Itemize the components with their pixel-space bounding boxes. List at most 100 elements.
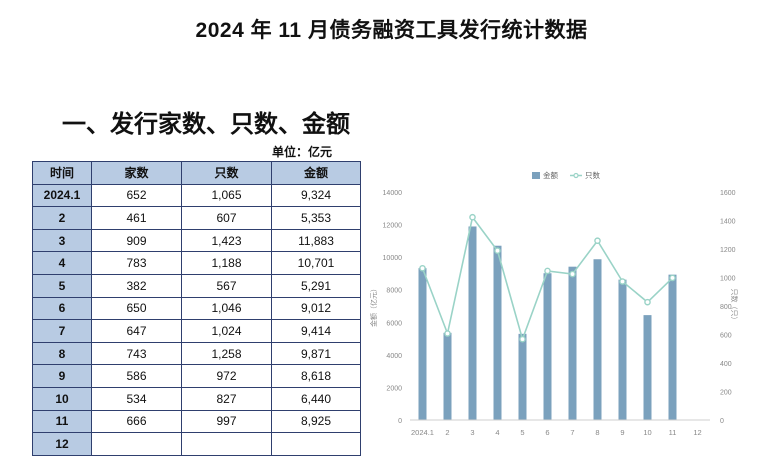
table-row: 2 461 607 5,353 <box>32 206 361 230</box>
cell-count: 1,188 <box>181 251 272 275</box>
cell-time: 6 <box>32 296 92 321</box>
cell-issuers: 666 <box>91 409 182 434</box>
cell-amount: 11,883 <box>271 228 361 253</box>
cell-count: 567 <box>181 273 272 298</box>
right-tick-label: 600 <box>720 333 732 340</box>
header-count: 只数 <box>181 161 272 185</box>
legend-line-label: 只数 <box>585 170 600 180</box>
x-tick-label: 12 <box>693 428 701 437</box>
cell-amount: 6,440 <box>271 386 361 411</box>
bar <box>518 333 527 420</box>
right-tick-label: 400 <box>720 361 732 368</box>
cell-count: 1,258 <box>181 341 272 366</box>
table-row: 12 <box>32 432 361 456</box>
cell-issuers: 909 <box>91 228 182 253</box>
right-axis: 0 200 400 600 800 1000 1200 1400 1600 只数（只） <box>720 190 739 425</box>
legend-line-marker <box>573 172 579 179</box>
cell-count: 1,065 <box>181 183 272 208</box>
line-series <box>419 213 676 343</box>
bar-series <box>418 226 677 420</box>
cell-count <box>181 432 272 456</box>
cell-issuers: 586 <box>91 364 182 388</box>
bar <box>618 279 627 420</box>
left-tick-label: 8000 <box>386 288 402 295</box>
bar <box>568 266 577 420</box>
line-point <box>494 247 501 255</box>
cell-time: 8 <box>32 341 92 366</box>
line-point <box>619 278 626 285</box>
x-tick-label: 11 <box>669 428 677 437</box>
section-title: 一、发行家数、只数、金额 <box>62 111 350 138</box>
cell-count: 972 <box>181 364 272 388</box>
table-body: 2024.1 652 1,065 9,324 2 461 607 5,353 3 909 1,423… <box>32 183 361 456</box>
cell-amount: 9,871 <box>271 341 361 366</box>
left-tick-label: 2000 <box>386 385 402 392</box>
cell-amount: 9,012 <box>271 296 361 321</box>
left-tick-label: 4000 <box>386 353 402 360</box>
line-point <box>444 330 451 337</box>
x-tick-label: 7 <box>570 428 574 437</box>
bar <box>468 226 477 420</box>
line-point <box>669 274 676 282</box>
x-tick-label: 2024.1 <box>411 428 434 437</box>
chart-legend: 金额 只数 <box>532 170 600 180</box>
line-point <box>419 264 426 272</box>
cell-time: 9 <box>32 364 92 388</box>
cell-count: 827 <box>181 386 272 411</box>
right-axis-label: 只数（只） <box>730 289 739 324</box>
cell-time: 5 <box>32 273 92 298</box>
right-tick-label: 1000 <box>720 276 736 283</box>
left-tick-label: 12000 <box>383 223 403 230</box>
x-tick-label: 8 <box>595 428 599 437</box>
cell-amount: 8,618 <box>271 364 361 388</box>
table-row: 5 382 567 5,291 <box>32 273 361 298</box>
cell-time: 4 <box>32 251 92 275</box>
line-point <box>594 237 601 245</box>
cell-time: 2 <box>32 206 92 230</box>
cell-issuers: 461 <box>91 206 182 230</box>
cell-count: 1,046 <box>181 296 272 321</box>
cell-amount: 9,414 <box>271 319 361 343</box>
right-tick-label: 800 <box>720 304 732 311</box>
table-row: 6 650 1,046 9,012 <box>32 296 361 321</box>
table-row: 8 743 1,258 9,871 <box>32 341 361 366</box>
cell-count: 1,423 <box>181 228 272 253</box>
legend-bar-label: 金额 <box>543 170 558 180</box>
cell-count: 607 <box>181 206 272 230</box>
table-row: 4 783 1,188 10,701 <box>32 251 361 275</box>
table-row: 10 534 827 6,440 <box>32 386 361 411</box>
cell-time: 2024.1 <box>32 183 92 208</box>
cell-issuers: 783 <box>91 251 182 275</box>
table-header-row: 时间 家数 只数 金额 <box>32 161 361 185</box>
cell-count: 997 <box>181 409 272 434</box>
cell-amount: 5,353 <box>271 206 361 230</box>
cell-count: 1,024 <box>181 319 272 343</box>
left-axis-label: 金额（亿元） <box>369 285 378 327</box>
cell-amount: 5,291 <box>271 273 361 298</box>
x-tick-label: 9 <box>620 428 624 437</box>
bar <box>668 274 677 420</box>
unit-label: 单位：亿元 <box>272 145 333 159</box>
line-point <box>469 213 476 221</box>
bar <box>443 332 452 420</box>
x-axis: 2024.1 2 3 4 5 6 7 8 9 10 11 12 <box>410 419 710 437</box>
cell-time: 10 <box>32 386 92 411</box>
right-tick-label: 1600 <box>720 190 736 197</box>
header-issuers: 家数 <box>91 161 182 185</box>
right-tick-label: 0 <box>720 418 724 425</box>
line-point <box>644 298 651 306</box>
table-row: 7 647 1,024 9,414 <box>32 319 361 343</box>
cell-time: 7 <box>32 319 92 343</box>
issuance-table: 时间 家数 只数 金额 2024.1 652 1,065 9,324 2 461 607 5,… <box>32 161 361 456</box>
cell-issuers: 650 <box>91 296 182 321</box>
cell-amount <box>271 432 361 456</box>
x-tick-label: 2 <box>445 428 449 437</box>
cell-time: 12 <box>32 432 92 456</box>
line-point <box>569 270 576 278</box>
cell-amount: 10,701 <box>271 251 361 275</box>
header-amount: 金额 <box>271 161 361 185</box>
header-time: 时间 <box>32 161 92 185</box>
cell-time: 11 <box>32 409 92 434</box>
right-tick-label: 200 <box>720 390 732 397</box>
